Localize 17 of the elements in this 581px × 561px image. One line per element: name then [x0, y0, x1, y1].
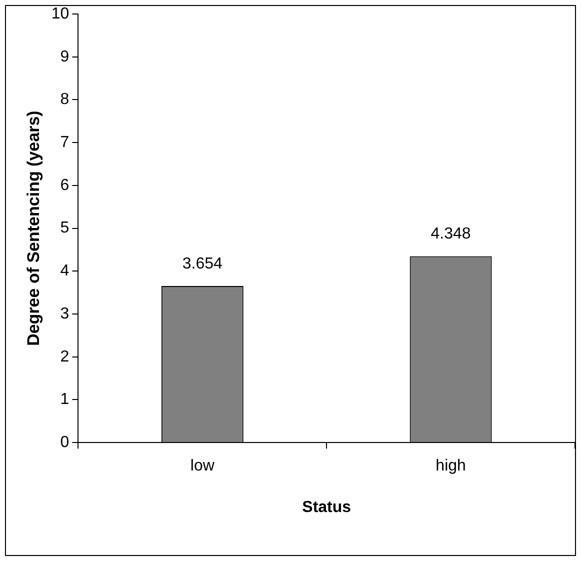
- y-axis-title: Degree of Sentencing (years): [24, 110, 43, 346]
- x-tick-label: low: [190, 458, 215, 475]
- data-label: 3.654: [182, 255, 223, 272]
- y-tick-label: 10: [51, 5, 70, 22]
- y-tick-label: 3: [60, 305, 70, 322]
- y-tick-label: 1: [60, 391, 70, 408]
- data-label: 4.348: [430, 226, 471, 243]
- y-tick-label: 0: [60, 434, 70, 452]
- y-tick-label: 7: [60, 134, 70, 151]
- x-tick-label: high: [436, 458, 466, 475]
- y-tick-label: 9: [60, 48, 70, 66]
- y-tick-label: 2: [60, 348, 70, 366]
- y-tick-label: 8: [60, 91, 70, 108]
- y-tick-label: 5: [60, 220, 70, 237]
- x-axis-title: Status: [302, 498, 352, 516]
- y-tick-label: 4: [60, 262, 70, 280]
- y-tick-label: 6: [60, 176, 70, 194]
